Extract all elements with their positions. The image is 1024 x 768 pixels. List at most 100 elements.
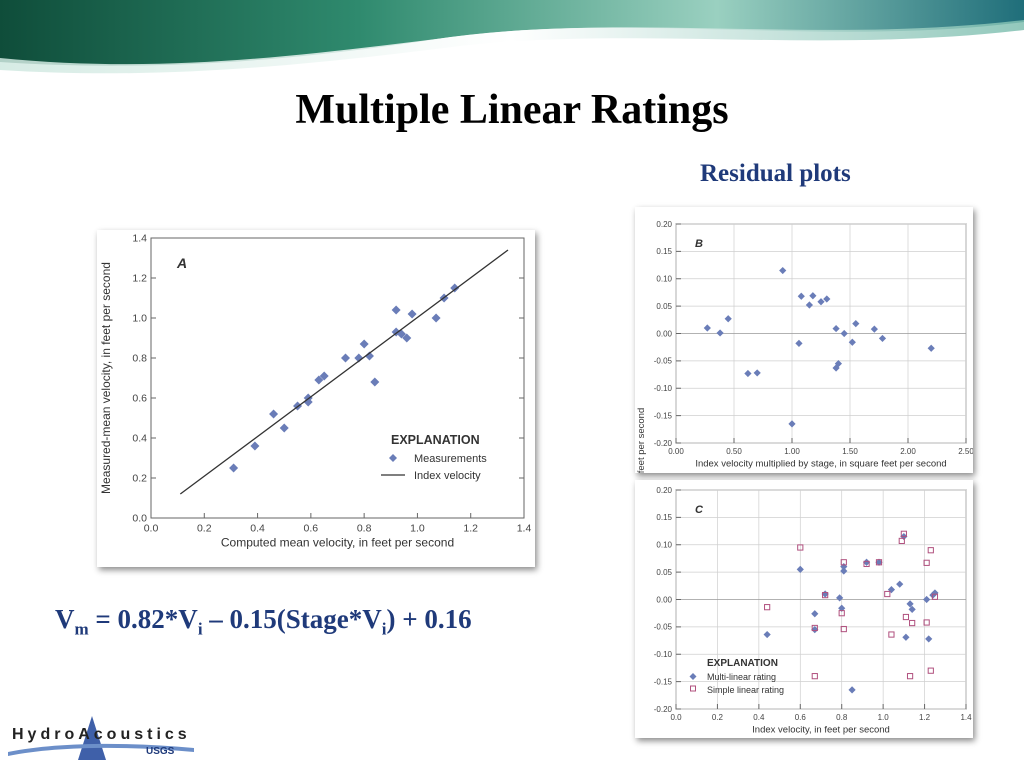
data-point-square: [909, 619, 916, 627]
plot-frame: [150, 237, 525, 519]
y-tick-label: -0.20: [654, 439, 673, 448]
x-tick-label: 1.0: [878, 713, 890, 722]
y-tick-label: 0.6: [132, 393, 147, 405]
x-tick-label: 2.00: [900, 447, 916, 456]
data-point: [229, 463, 239, 473]
data-point: [908, 605, 916, 613]
data-point: [923, 595, 931, 604]
legend-title: EXPLANATION: [707, 658, 778, 669]
header-banner: [0, 0, 1024, 74]
y-tick-label: 0.10: [656, 541, 672, 550]
data-point-square: [888, 631, 895, 638]
data-point-square: [840, 559, 847, 566]
equation-vi2-sub: i: [381, 619, 387, 639]
data-point-square: [863, 560, 870, 568]
legend-entry: Measurements: [414, 453, 487, 465]
data-point: [870, 325, 878, 333]
chart-panel-c: 0.0 0.2 0.4 0.6 0.8 1.0 1.2 1.4 -0.20 -0.15 -0.10 -…: [635, 480, 973, 738]
data-point: [927, 344, 935, 352]
panel-label: B: [695, 238, 703, 250]
y-tick-label: 0.15: [656, 247, 672, 256]
y-tick-label: 1.2: [132, 273, 147, 285]
y-axis-label: Measured-mean velocity, in feet per seco…: [99, 262, 113, 494]
data-point-square: [931, 593, 939, 600]
x-tick-label: 1.00: [784, 447, 800, 456]
x-axis-label: Index velocity multiplied by stage, in s…: [695, 459, 946, 470]
x-axis-label: Index velocity, in feet per second: [752, 725, 890, 736]
data-point-square: [797, 544, 804, 551]
y-tick-label: -0.10: [654, 650, 673, 659]
x-tick-label: 0.6: [795, 713, 807, 722]
chart-c: 0.0 0.2 0.4 0.6 0.8 1.0 1.2 1.4 -0.20 -0.15 -0.10 -…: [654, 486, 972, 736]
data-point: [848, 338, 856, 346]
x-tick-label: 1.50: [842, 447, 858, 456]
x-tick-label: 0.50: [726, 447, 742, 456]
panel-label: A: [176, 255, 187, 271]
data-point: [809, 292, 817, 300]
data-point: [906, 600, 914, 608]
data-point-square: [927, 547, 934, 554]
chart-panel-b: 0.00 0.50 1.00 1.50 2.00 2.50 -0.20 -0.15 -0.10 -…: [635, 207, 973, 473]
data-point: [716, 329, 724, 337]
data-point: [340, 353, 350, 363]
data-point-square: [838, 610, 845, 617]
index-velocity-line: [179, 249, 509, 495]
legend-entry: Simple linear rating: [707, 685, 784, 695]
chart-a: 0.0 0.2 0.4 0.6 0.8 1.0 1.2 1.4 0.0 0.2 0.4 0.6 0.8 1…: [99, 233, 532, 550]
data-point: [836, 594, 844, 602]
data-point: [811, 626, 819, 634]
data-point: [840, 329, 848, 338]
x-tick-label: 1.2: [463, 523, 478, 535]
x-tick-label: 0.8: [836, 713, 848, 722]
data-point: [811, 610, 819, 618]
data-point: [450, 283, 460, 293]
data-point-square: [840, 625, 847, 633]
data-point: [763, 630, 771, 639]
y-tick-label: 0.00: [656, 329, 672, 338]
y-tick-label: 0.10: [656, 275, 672, 284]
data-point: [250, 441, 260, 451]
y-tick-label: -0.10: [654, 384, 673, 393]
legend-entry: Multi-linear rating: [707, 672, 776, 682]
data-point: [744, 369, 752, 378]
data-point: [887, 586, 896, 594]
y-tick-label: 1.0: [132, 313, 147, 325]
data-point-square: [898, 537, 905, 545]
y-tick-label: 0.20: [656, 220, 672, 229]
y-tick-label: 0.00: [656, 595, 672, 604]
data-point-square: [927, 667, 934, 674]
data-point-square: [811, 624, 818, 632]
residual-plots-heading: Residual plots: [700, 160, 851, 187]
equation-part-3: ) + 0.16: [386, 604, 472, 634]
data-point: [279, 423, 289, 433]
x-tick-label: 0.4: [753, 713, 765, 722]
legend-title: EXPLANATION: [391, 433, 480, 447]
data-point-square: [764, 604, 771, 611]
data-point: [896, 580, 904, 588]
y-tick-label: -0.20: [654, 705, 673, 714]
data-point: [753, 369, 761, 377]
y-tick-label: 0.05: [656, 302, 672, 311]
y-tick-label: -0.15: [654, 411, 673, 420]
x-tick-label: 1.2: [919, 713, 931, 722]
data-point: [402, 333, 412, 343]
data-point-square: [923, 559, 930, 566]
y-tick-label: 0.0: [132, 513, 147, 525]
data-point: [902, 633, 910, 641]
chart-b: 0.00 0.50 1.00 1.50 2.00 2.50 -0.20 -0.15 -0.10 -…: [636, 220, 973, 473]
data-point: [364, 351, 374, 361]
logo-wordmark: HydroAcoustics: [12, 726, 191, 743]
rating-equation: Vm = 0.82*Vi – 0.15(Stage*Vi) + 0.16: [55, 604, 472, 639]
x-tick-label: 2.50: [958, 447, 973, 456]
legend-marker-diamond: [389, 454, 397, 462]
x-tick-label: 1.4: [517, 523, 532, 535]
data-point: [269, 409, 279, 419]
data-point-square: [900, 530, 907, 537]
legend-marker-diamond: [689, 673, 697, 680]
y-tick-label: -0.15: [654, 677, 673, 686]
x-tick-label: 1.4: [960, 713, 972, 722]
data-point: [805, 301, 813, 309]
data-point: [929, 591, 937, 599]
equation-vi-sub: i: [197, 619, 203, 639]
data-point: [925, 635, 933, 643]
